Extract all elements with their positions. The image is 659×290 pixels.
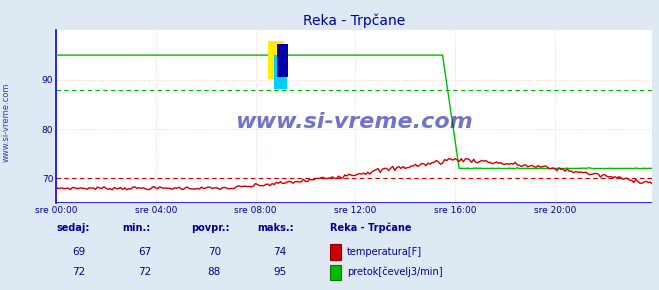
Text: povpr.:: povpr.:	[191, 224, 229, 233]
Text: sedaj:: sedaj:	[56, 224, 90, 233]
Text: 74: 74	[273, 247, 287, 257]
Text: 72: 72	[72, 267, 86, 277]
Text: temperatura[F]: temperatura[F]	[347, 247, 422, 257]
Text: 88: 88	[208, 267, 221, 277]
Text: 95: 95	[273, 267, 287, 277]
Text: 67: 67	[138, 247, 152, 257]
Text: 70: 70	[208, 247, 221, 257]
Text: www.si-vreme.com: www.si-vreme.com	[235, 112, 473, 132]
Text: maks.:: maks.:	[257, 224, 294, 233]
Text: min.:: min.:	[122, 224, 150, 233]
Text: www.si-vreme.com: www.si-vreme.com	[2, 82, 11, 162]
Bar	[273, 55, 287, 89]
Bar	[277, 44, 288, 77]
Text: 69: 69	[72, 247, 86, 257]
Title: Reka - Trpčane: Reka - Trpčane	[303, 13, 405, 28]
Text: 72: 72	[138, 267, 152, 277]
Text: pretok[čevelj3/min]: pretok[čevelj3/min]	[347, 267, 442, 277]
Text: Reka - Trpčane: Reka - Trpčane	[330, 223, 411, 233]
Bar	[268, 41, 285, 79]
